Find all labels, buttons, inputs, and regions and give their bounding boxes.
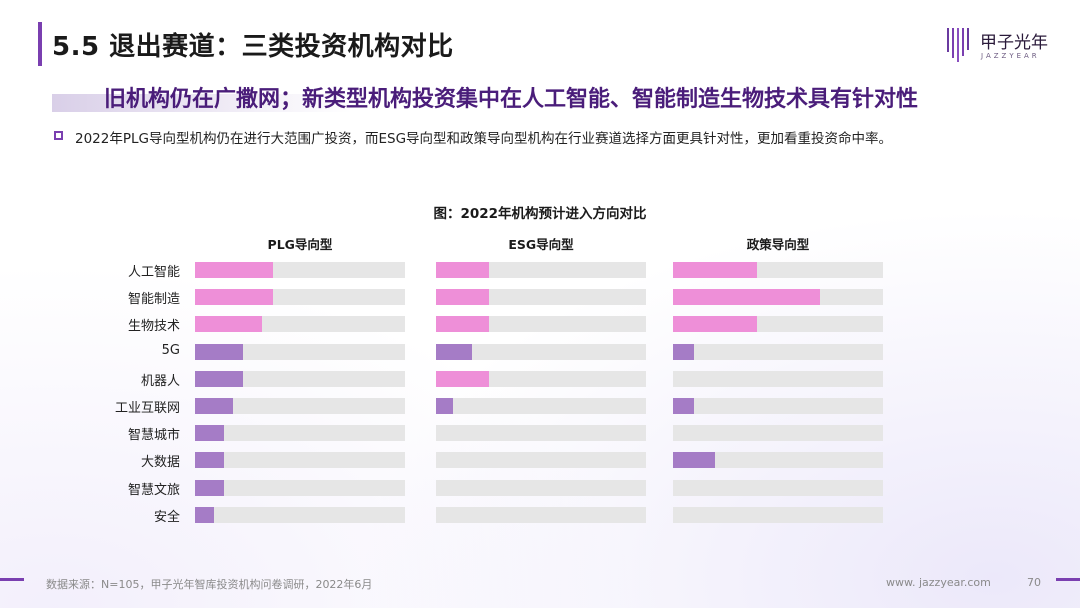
bar-track (195, 262, 405, 278)
category-label: 安全 (153, 509, 180, 525)
bar (195, 370, 244, 387)
page-title: 5.5 退出赛道：三类投资机构对比 (52, 32, 454, 62)
bar-track (673, 289, 883, 306)
footer-accent-left (0, 578, 24, 581)
category-label: 智能制造 (127, 292, 180, 308)
bar-track (673, 262, 883, 278)
category-label: 人工智能 (127, 265, 180, 280)
bar (195, 398, 233, 414)
category-label: 生物技术 (127, 319, 180, 335)
bar-track (673, 398, 883, 414)
bar (436, 316, 489, 333)
bar (436, 262, 489, 278)
bar-track (673, 425, 883, 442)
bar (673, 316, 757, 333)
footer-url: www. jazzyear.com (886, 576, 991, 589)
series-title: PLG导向型 (267, 237, 333, 252)
category-label: 机器人 (140, 373, 180, 389)
logo-subtitle: JAZZYEAR (981, 52, 1040, 60)
bar-track (673, 370, 883, 387)
subtitle: 旧机构仍在广撒网；新类型机构投资集中在人工智能、智能制造生物技术具有针对性 (104, 87, 919, 112)
category-label: 智慧城市 (127, 428, 180, 444)
bar-track (195, 398, 405, 414)
bar-track (673, 343, 883, 360)
subtitle-highlight (52, 94, 352, 112)
bar (436, 343, 472, 360)
bar-track (436, 289, 646, 306)
bar-track (195, 316, 405, 333)
bar-track (436, 479, 646, 496)
bar (195, 506, 214, 523)
bar-track (673, 452, 883, 469)
chart-title: 图：2022年机构预计进入方向对比 (433, 206, 647, 222)
bar-track (436, 316, 646, 333)
bar (436, 370, 489, 387)
category-label: 大数据 (140, 455, 180, 471)
bar (673, 262, 757, 278)
bar (195, 479, 225, 496)
bar-track (436, 343, 646, 360)
bar-track (673, 506, 883, 523)
bar-track (195, 506, 405, 523)
bar-track (436, 506, 646, 523)
bar-track (195, 479, 405, 496)
bar (436, 398, 453, 414)
bar (673, 452, 715, 469)
bar-track (436, 262, 646, 278)
bar (436, 289, 489, 306)
bar (195, 262, 273, 278)
bar-track (195, 452, 405, 469)
bar-track (195, 289, 405, 306)
bullet-square-icon (54, 131, 63, 140)
logo-bars-icon (947, 28, 969, 62)
page-number: 70 (1027, 576, 1041, 589)
bar (673, 289, 820, 306)
bar-track (436, 370, 646, 387)
bullet-text: 2022年PLG导向型机构仍在进行大范围广投资，而ESG导向型和政策导向型机构在… (75, 131, 893, 147)
series-title: 政策导向型 (746, 237, 810, 252)
series-title: ESG导向型 (508, 237, 574, 252)
bar (673, 343, 694, 360)
title-accent-bar (38, 22, 42, 66)
bar-track (436, 425, 646, 442)
category-label: 5G (161, 342, 180, 358)
bar (195, 316, 263, 333)
bar-track (436, 452, 646, 469)
bar-track (436, 398, 646, 414)
bar (195, 289, 273, 306)
logo-name: 甲子光年 (980, 33, 1048, 53)
bar (195, 425, 225, 442)
bar (673, 398, 694, 414)
brand-logo: 甲子光年 JAZZYEAR (946, 24, 1056, 64)
footer-source: 数据来源：N=105，甲子光年智库投资机构问卷调研，2022年6月 (46, 578, 373, 591)
category-label: 工业互联网 (114, 401, 180, 416)
bar-track (673, 479, 883, 496)
bar-track (673, 316, 883, 333)
bar-track (195, 425, 405, 442)
bar (195, 452, 225, 469)
bar-track (195, 370, 405, 387)
footer-accent-right (1056, 578, 1080, 581)
bar (195, 343, 244, 360)
category-label: 智慧文旅 (127, 482, 180, 498)
bar-track (195, 343, 405, 360)
